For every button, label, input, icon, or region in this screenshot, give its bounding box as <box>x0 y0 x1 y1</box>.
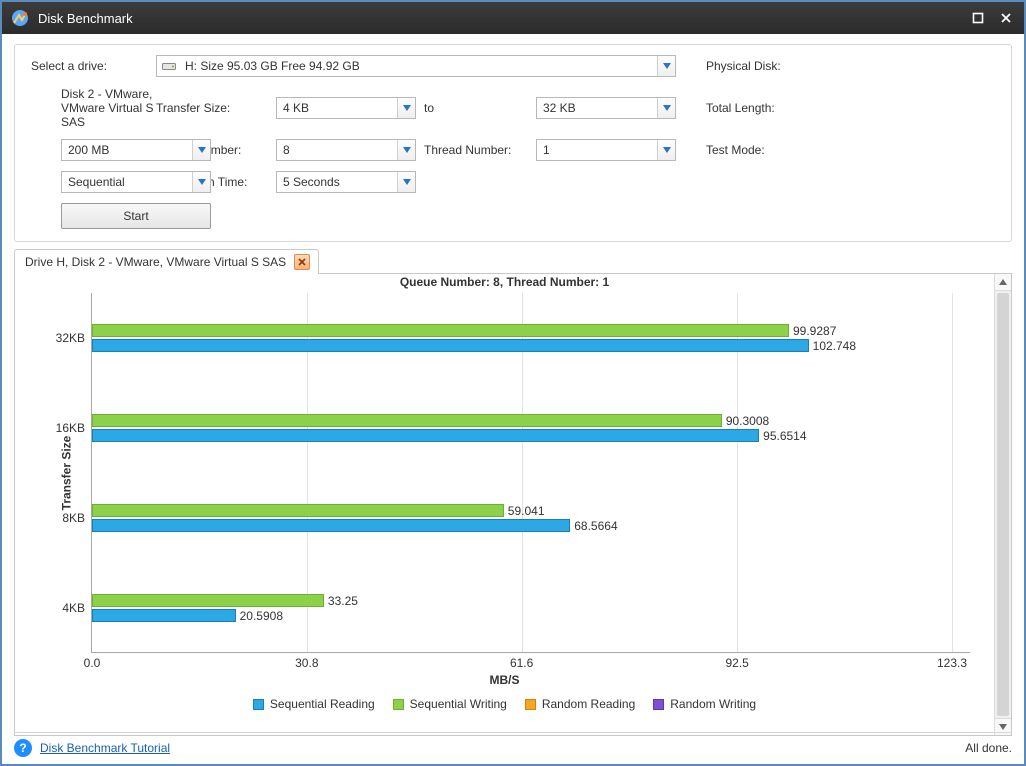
legend-item: Sequential Reading <box>253 697 375 711</box>
drive-select[interactable]: H: Size 95.03 GB Free 94.92 GB <box>156 55 676 77</box>
to-label: to <box>416 101 536 115</box>
chevron-down-icon <box>397 98 415 118</box>
chart-y-tick: 16KB <box>41 421 85 435</box>
legend-swatch <box>653 699 664 710</box>
chart-x-tick: 123.3 <box>937 652 967 670</box>
bar-sequential-writing <box>92 504 504 517</box>
transfer-size-to-select[interactable]: 32 KB <box>536 97 676 119</box>
chart-x-tick: 61.6 <box>510 652 533 670</box>
chart-y-tick: 8KB <box>41 511 85 525</box>
tab-close-button[interactable] <box>294 254 310 270</box>
app-icon <box>10 8 30 28</box>
physical-disk-value: Disk 2 - VMware, VMware Virtual S SAS <box>31 87 156 129</box>
queue-number-select[interactable]: 8 <box>276 139 416 161</box>
chevron-down-icon <box>657 56 675 76</box>
chevron-down-icon <box>192 140 210 160</box>
chart-title: Queue Number: 8, Thread Number: 1 <box>21 274 988 293</box>
thread-number-select[interactable]: 1 <box>536 139 676 161</box>
test-mode-label: Test Mode: <box>676 143 836 157</box>
chart-plot: Transfer Size 0.030.861.692.5123.399.928… <box>91 293 970 653</box>
legend-label: Random Reading <box>542 697 635 711</box>
bar-value-label: 20.5908 <box>236 609 283 623</box>
legend-item: Random Reading <box>525 697 635 711</box>
chart-x-tick: 92.5 <box>725 652 748 670</box>
bar-value-label: 59.041 <box>504 504 545 518</box>
chart-y-axis-label: Transfer Size <box>59 436 73 511</box>
legend-swatch <box>393 699 404 710</box>
scroll-thumb[interactable] <box>997 293 1009 716</box>
bar-value-label: 99.9287 <box>789 324 836 338</box>
bar-sequential-writing <box>92 414 722 427</box>
bar-sequential-reading <box>92 519 570 532</box>
total-length-label: Total Length: <box>676 101 836 115</box>
options-panel: Select a drive: H: Size 95.03 GB Free 94… <box>14 44 1012 242</box>
result-tab[interactable]: Drive H, Disk 2 - VMware, VMware Virtual… <box>14 249 319 274</box>
chart-y-tick: 4KB <box>41 601 85 615</box>
result-tab-label: Drive H, Disk 2 - VMware, VMware Virtual… <box>25 255 286 269</box>
legend-swatch <box>253 699 264 710</box>
help-icon[interactable]: ? <box>14 739 32 757</box>
cool-down-select[interactable]: 5 Seconds <box>276 171 416 193</box>
legend-item: Random Writing <box>653 697 756 711</box>
start-button[interactable]: Start <box>61 203 211 229</box>
chart-x-tick: 0.0 <box>84 652 101 670</box>
scroll-up-icon[interactable] <box>995 274 1011 291</box>
status-bar: ? Disk Benchmark Tutorial All done. <box>14 732 1012 758</box>
chevron-down-icon <box>397 140 415 160</box>
bar-sequential-reading <box>92 429 759 442</box>
bar-value-label: 90.3008 <box>722 414 769 428</box>
legend-label: Random Writing <box>670 697 756 711</box>
chevron-down-icon <box>397 172 415 192</box>
legend-item: Sequential Writing <box>393 697 507 711</box>
chart-x-tick: 30.8 <box>295 652 318 670</box>
drive-icon <box>161 61 177 71</box>
thread-number-label: Thread Number: <box>416 143 536 157</box>
legend-label: Sequential Reading <box>270 697 375 711</box>
test-mode-select[interactable]: Sequential <box>61 171 211 193</box>
chevron-down-icon <box>192 172 210 192</box>
bar-sequential-writing <box>92 324 789 337</box>
status-message: All done. <box>965 741 1012 755</box>
bar-value-label: 95.6514 <box>759 429 806 443</box>
maximize-button[interactable] <box>966 8 990 28</box>
bar-value-label: 33.25 <box>324 594 358 608</box>
chart-y-tick: 32KB <box>41 331 85 345</box>
legend-swatch <box>525 699 536 710</box>
select-drive-label: Select a drive: <box>31 59 156 73</box>
titlebar: Disk Benchmark <box>2 2 1024 34</box>
drive-select-value: H: Size 95.03 GB Free 94.92 GB <box>179 59 657 73</box>
chart-legend: Sequential Reading Sequential Writing Rand… <box>21 697 988 711</box>
bar-sequential-reading <box>92 339 809 352</box>
chart-frame: Queue Number: 8, Thread Number: 1 Transf… <box>14 274 1012 736</box>
legend-label: Sequential Writing <box>410 697 507 711</box>
chart-scrollbar[interactable] <box>994 274 1011 735</box>
bar-value-label: 68.5664 <box>570 519 617 533</box>
tab-strip: Drive H, Disk 2 - VMware, VMware Virtual… <box>14 248 1012 274</box>
transfer-size-from-select[interactable]: 4 KB <box>276 97 416 119</box>
chart-x-axis-label: MB/S <box>21 673 988 687</box>
chevron-down-icon <box>657 98 675 118</box>
tutorial-link[interactable]: Disk Benchmark Tutorial <box>40 741 170 755</box>
bar-sequential-reading <box>92 609 236 622</box>
chevron-down-icon <box>657 140 675 160</box>
transfer-size-label: Transfer Size: <box>156 101 276 115</box>
bar-sequential-writing <box>92 594 324 607</box>
total-length-select[interactable]: 200 MB <box>61 139 211 161</box>
close-button[interactable] <box>994 8 1018 28</box>
bar-value-label: 102.748 <box>809 339 856 353</box>
window-title: Disk Benchmark <box>38 11 962 26</box>
content-area: Select a drive: H: Size 95.03 GB Free 94… <box>2 34 1024 764</box>
physical-disk-label: Physical Disk: <box>676 59 836 73</box>
